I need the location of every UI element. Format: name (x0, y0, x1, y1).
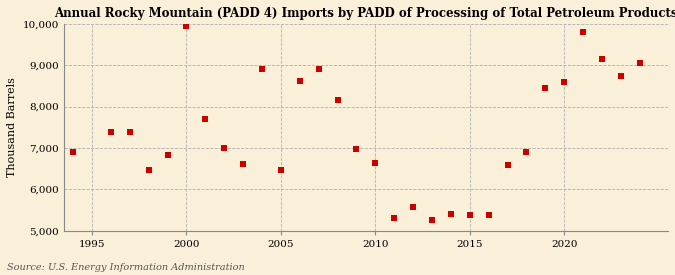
Point (502, 162, 513, 167)
Point (578, 30, 589, 34)
Point (597, 57, 608, 61)
Point (559, 80, 570, 84)
Point (105, 130, 116, 134)
Point (294, 79, 305, 83)
Point (427, 218, 437, 223)
Title: Annual Rocky Mountain (PADD 4) Imports by PADD of Processing of Total Petroleum : Annual Rocky Mountain (PADD 4) Imports b… (54, 7, 675, 20)
Point (219, 146, 230, 150)
Point (540, 86, 551, 90)
Point (408, 205, 418, 209)
Point (124, 130, 135, 134)
Point (313, 67, 324, 72)
Point (181, 24, 192, 28)
Point (616, 73, 626, 78)
Point (256, 67, 267, 72)
Point (464, 213, 475, 218)
Point (389, 216, 400, 221)
Point (634, 61, 645, 65)
Y-axis label: Thousand Barrels: Thousand Barrels (7, 77, 17, 177)
Text: Source: U.S. Energy Information Administration: Source: U.S. Energy Information Administ… (7, 263, 244, 272)
Point (332, 98, 343, 103)
Point (483, 213, 494, 218)
Point (446, 212, 456, 216)
Point (521, 150, 532, 154)
Point (275, 168, 286, 172)
Point (162, 152, 173, 157)
Point (143, 168, 154, 172)
Point (200, 117, 211, 121)
Point (351, 147, 362, 151)
Point (370, 160, 381, 165)
Point (68, 150, 78, 154)
Point (238, 161, 248, 166)
